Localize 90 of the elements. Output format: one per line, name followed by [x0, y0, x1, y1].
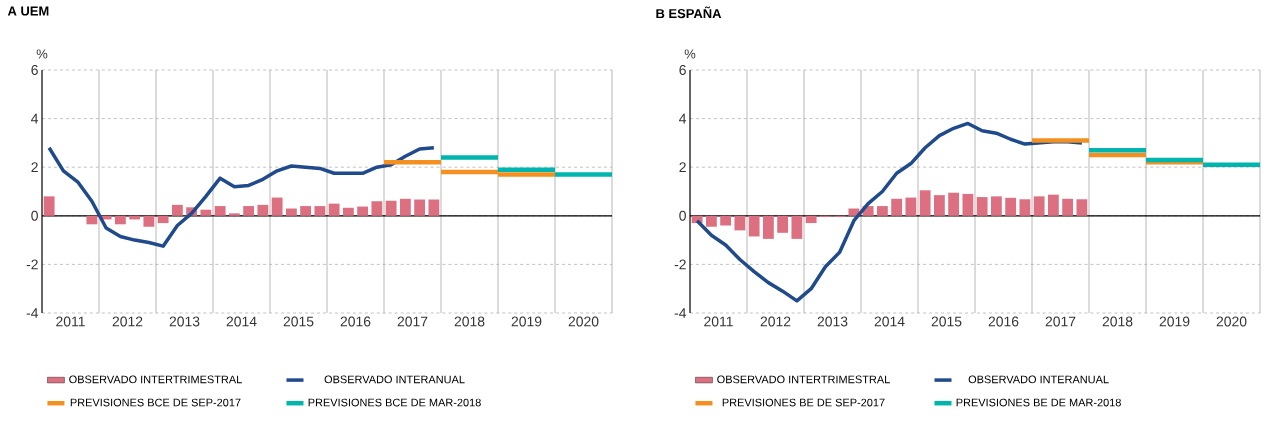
bar: [948, 192, 960, 216]
x-tick-label: 2015: [931, 316, 962, 327]
bar: [214, 206, 226, 216]
x-tick-label: 2019: [1159, 316, 1190, 327]
bar: [919, 190, 931, 216]
bar: [200, 209, 212, 216]
legend-label: OBSERVADO INTERANUAL: [324, 375, 465, 384]
x-tick-label: 2016: [988, 316, 1019, 327]
bar: [285, 208, 297, 216]
bar: [705, 215, 717, 227]
bar: [171, 204, 183, 216]
x-tick-label: 2014: [874, 316, 905, 327]
bar: [876, 206, 888, 216]
legend-label: PREVISIONES BCE DE SEP-2017: [70, 398, 241, 407]
bar: [143, 215, 155, 227]
x-tick-label: 2017: [397, 316, 428, 327]
x-tick-label: 2019: [511, 316, 542, 327]
x-tick-label: 2018: [454, 316, 485, 327]
bar: [990, 196, 1002, 216]
legend-label: PREVISIONES BCE DE MAR-2018: [308, 398, 481, 407]
x-tick-label: 2011: [56, 316, 85, 327]
bar: [805, 215, 817, 224]
bar: [428, 199, 440, 216]
legend-label: PREVISIONES BE DE MAR-2018: [956, 398, 1121, 407]
y-tick-label: 6: [31, 65, 38, 75]
bar: [414, 199, 426, 216]
y-tick-label: -2: [674, 259, 686, 270]
bar: [962, 193, 974, 216]
y-axis-title: %: [36, 49, 48, 59]
bar: [243, 206, 255, 216]
legend-label: OBSERVADO INTERTRIMESTRAL: [69, 375, 242, 384]
legend-label: PREVISIONES BE DE SEP-2017: [722, 398, 885, 407]
bar: [1019, 199, 1031, 216]
x-tick-label: 2014: [226, 316, 257, 327]
bar: [1005, 197, 1017, 216]
y-tick-label: -4: [26, 308, 39, 318]
bar: [385, 200, 397, 216]
y-tick-label: 2: [679, 162, 686, 173]
y-tick-label: -2: [26, 259, 38, 270]
bar: [762, 215, 774, 239]
bar: [371, 201, 383, 216]
bar: [720, 215, 732, 226]
chart-title: B ESPAÑA: [656, 6, 722, 19]
bar: [734, 215, 746, 231]
bar: [399, 198, 411, 216]
y-tick-label: 4: [31, 113, 39, 124]
bar: [891, 198, 903, 216]
bar: [791, 215, 803, 239]
x-tick-label: 2013: [169, 316, 200, 327]
bar: [1033, 196, 1045, 216]
bar: [357, 206, 369, 216]
x-tick-label: 2018: [1102, 316, 1133, 327]
bar: [228, 213, 240, 216]
bar: [86, 215, 98, 225]
x-tick-label: 2020: [568, 316, 599, 327]
bar: [328, 203, 340, 216]
bar: [976, 197, 988, 216]
x-tick-label: 2016: [340, 316, 371, 327]
x-tick-label: 2012: [760, 316, 791, 327]
y-tick-label: 4: [679, 113, 687, 124]
x-tick-label: 2015: [283, 316, 314, 327]
y-tick-label: -4: [674, 308, 687, 318]
bar: [114, 215, 126, 225]
y-tick-label: 0: [31, 210, 38, 221]
bar: [1047, 194, 1059, 216]
bar: [748, 215, 760, 237]
bar: [1062, 198, 1074, 216]
legend-label: OBSERVADO INTERANUAL: [968, 375, 1109, 384]
bar: [43, 196, 55, 216]
y-tick-label: 2: [31, 162, 38, 173]
bar: [257, 204, 269, 216]
bar: [314, 206, 326, 216]
x-tick-label: 2013: [817, 316, 848, 327]
x-tick-label: 2020: [1216, 316, 1247, 327]
bar: [1076, 199, 1088, 216]
y-tick-label: 0: [679, 210, 686, 221]
x-tick-label: 2017: [1045, 316, 1076, 327]
bar: [777, 215, 789, 233]
bar: [905, 197, 917, 216]
bar: [300, 206, 312, 216]
y-axis-title: %: [684, 49, 696, 59]
x-tick-label: 2011: [704, 316, 733, 327]
x-tick-label: 2012: [112, 316, 143, 327]
bar: [271, 197, 283, 216]
legend-label: OBSERVADO INTERTRIMESTRAL: [717, 375, 890, 384]
bar: [933, 195, 945, 216]
bar: [157, 215, 169, 224]
chart-title: A UEM: [7, 6, 49, 16]
bar: [342, 207, 354, 216]
y-tick-label: 6: [679, 65, 686, 75]
